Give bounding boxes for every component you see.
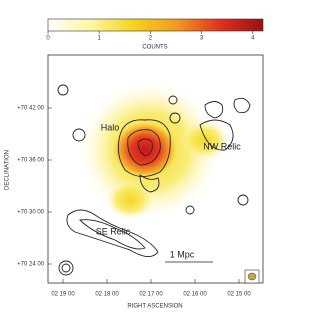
y-tick-label: +70 42 00 (17, 106, 45, 112)
y-tick-label: +70 24 00 (17, 262, 45, 268)
x-tick-label: 02 16 00 (183, 292, 207, 298)
x-tick-label: 02 18 00 (95, 292, 119, 298)
colorbar-tick-label: 3 (200, 36, 204, 42)
colorbar-tick-label: 2 (149, 36, 153, 42)
colorbar-tick-label: 0 (46, 36, 50, 42)
annotation: NW Relic (203, 141, 241, 151)
x-tick-label: 02 15 00 (227, 292, 251, 298)
figure: COUNTS Halo NW Relic SE Relic 1 Mpc RIGH… (5, 18, 264, 310)
y-tick-label: +70 30 00 (17, 210, 45, 216)
colorbar (47, 18, 264, 32)
y-axis-label: DECLINATION (5, 150, 11, 190)
image (47, 54, 264, 284)
x-axis-label: RIGHT ASCENSION (127, 304, 182, 310)
annotation: SE Relic (96, 226, 131, 236)
x-tick-label: 02 17 00 (139, 292, 163, 298)
annotation: 1 Mpc (170, 249, 195, 259)
colorbar-tick-label: 1 (98, 36, 102, 42)
colorbar-label: COUNTS (142, 45, 167, 51)
colorbar-tick-label: 4 (251, 36, 255, 42)
annotation: Halo (101, 122, 120, 132)
y-tick-label: +70 36 00 (17, 158, 45, 164)
x-tick-label: 02 19 00 (51, 292, 75, 298)
